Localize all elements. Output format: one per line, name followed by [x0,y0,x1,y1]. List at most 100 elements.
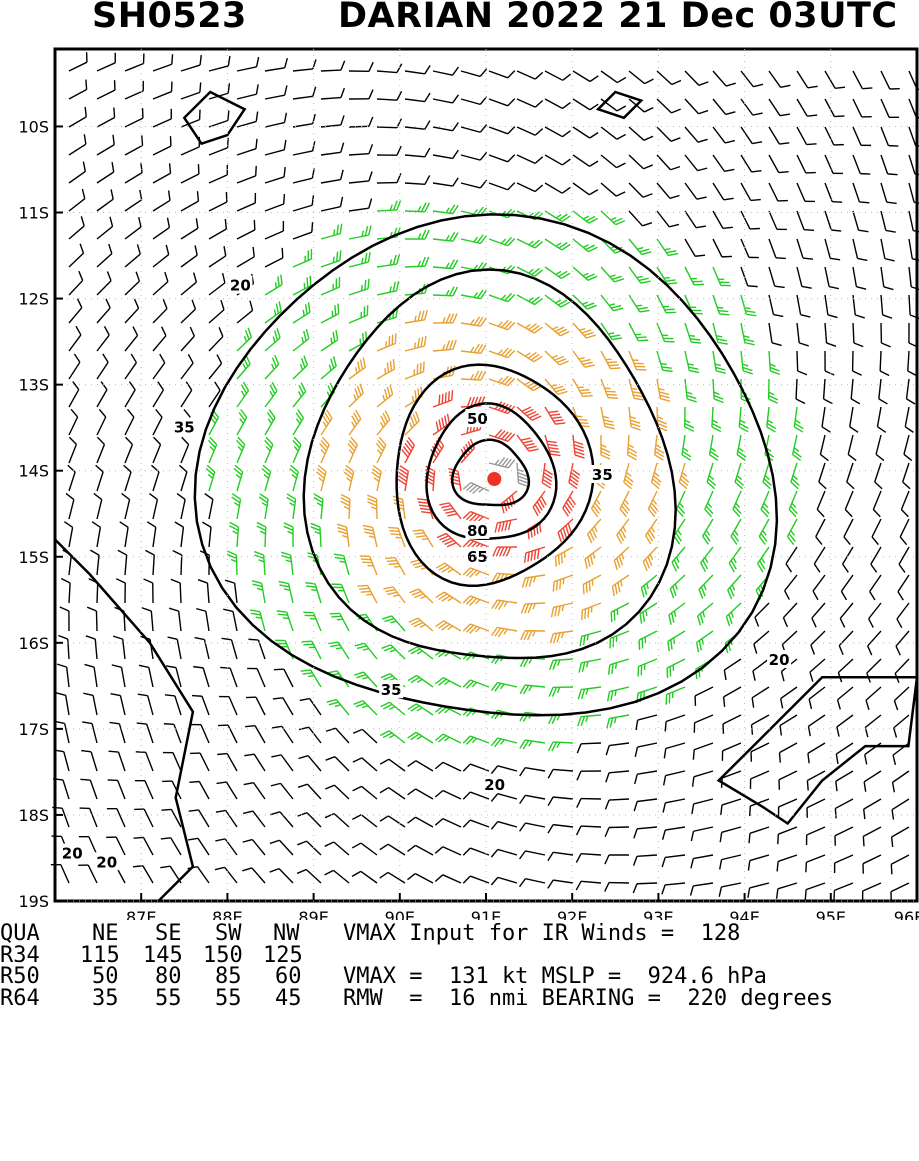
wind-barb [273,698,293,715]
wind-barb [125,409,134,435]
wind-barb [894,715,909,738]
wind-barb [868,631,881,655]
wind-barb [461,180,487,188]
wind-barb [265,194,284,211]
wind-barb [217,754,237,771]
wind-barb [491,849,517,857]
wind-barb [870,575,881,600]
wind-barb [293,249,311,267]
wind-barb [691,883,713,896]
wind-barb [463,848,489,855]
wind-barb [707,463,716,489]
wind-barb [153,136,171,155]
wind-barb [805,883,825,900]
wind-barb [657,99,681,113]
wind-barb [69,107,86,127]
wind-barb [657,127,680,141]
wind-barb [576,881,601,890]
wind-barb [220,667,237,687]
wind-barb [181,191,198,211]
wind-barb [869,603,881,628]
wind-barb [237,139,257,155]
wind-barb [125,135,143,155]
wind-barb [352,871,377,883]
wind-barb [601,71,626,83]
wind-barb [545,267,570,278]
wind-barb [601,407,615,429]
wind-barb [881,323,891,347]
wind-barb [835,855,853,873]
wind-barb [624,463,634,489]
wind-barb [713,379,723,403]
contour-label: 20 [62,845,83,863]
wind-barb [797,351,807,375]
wind-barb [265,140,286,155]
wind-barb [209,246,226,267]
wind-barb [753,659,769,681]
value-ne: 115 [80,945,120,967]
wind-radii-table: QUA NE SE SW NW VMAX Input for IR Winds … [0,923,919,1009]
wind-barb [246,697,265,715]
wind-barb [853,99,872,117]
wind-barb [58,636,69,659]
wind-barb [461,235,487,244]
wind-barb [517,155,543,163]
y-tick-label: 10S [18,117,49,136]
wind-barb [865,715,881,737]
wind-barb [265,301,281,323]
wind-barb [703,519,713,544]
wind-barb [545,71,571,80]
wind-barb [297,841,321,855]
value-ne: 50 [92,966,119,988]
wind-barb [629,155,653,169]
wind-barb [517,463,528,486]
wind-barb [670,575,685,598]
wind-barb [463,876,489,883]
wind-barb [643,547,657,571]
wind-barb [433,314,457,323]
wind-barb [398,466,409,491]
wind-barb [853,127,871,145]
wind-barb [321,356,336,379]
wind-barb [461,317,486,326]
wind-barb [692,799,713,814]
x-tick-label: 96E [894,908,919,920]
wind-barb [769,127,789,144]
wind-barb [577,771,601,780]
wind-barb [435,790,461,799]
wind-barb [380,872,405,883]
wind-barb [573,239,597,252]
wind-barb [841,575,853,600]
wind-barb [353,729,377,743]
wind-barb [847,463,854,489]
wind-barb [209,219,226,239]
wind-barb [517,323,542,333]
wind-barb [243,840,265,855]
wind-barb [153,245,169,267]
wind-barb [380,788,405,799]
wind-barb [237,166,256,183]
wind-barb [601,379,618,398]
wind-barb [577,743,601,753]
wind-barb [265,355,279,379]
wind-barb [153,54,173,71]
wind-barb [662,855,685,867]
wind-barb [873,491,881,517]
y-tick-label: 13S [18,376,49,395]
wind-barb [189,810,209,827]
wind-barb [685,99,708,114]
wind-barb [548,880,573,888]
wind-barb [262,465,271,491]
wind-barb [520,879,545,887]
wind-barb [664,771,685,785]
wind-barb [713,267,731,286]
wind-barb [614,547,629,570]
wind-barb [461,97,487,105]
wind-barb [293,356,307,379]
wind-barb [838,687,853,709]
wind-barb [125,327,138,351]
wind-barb [354,701,377,715]
wind-barb [353,786,377,799]
wind-barb [685,183,707,199]
